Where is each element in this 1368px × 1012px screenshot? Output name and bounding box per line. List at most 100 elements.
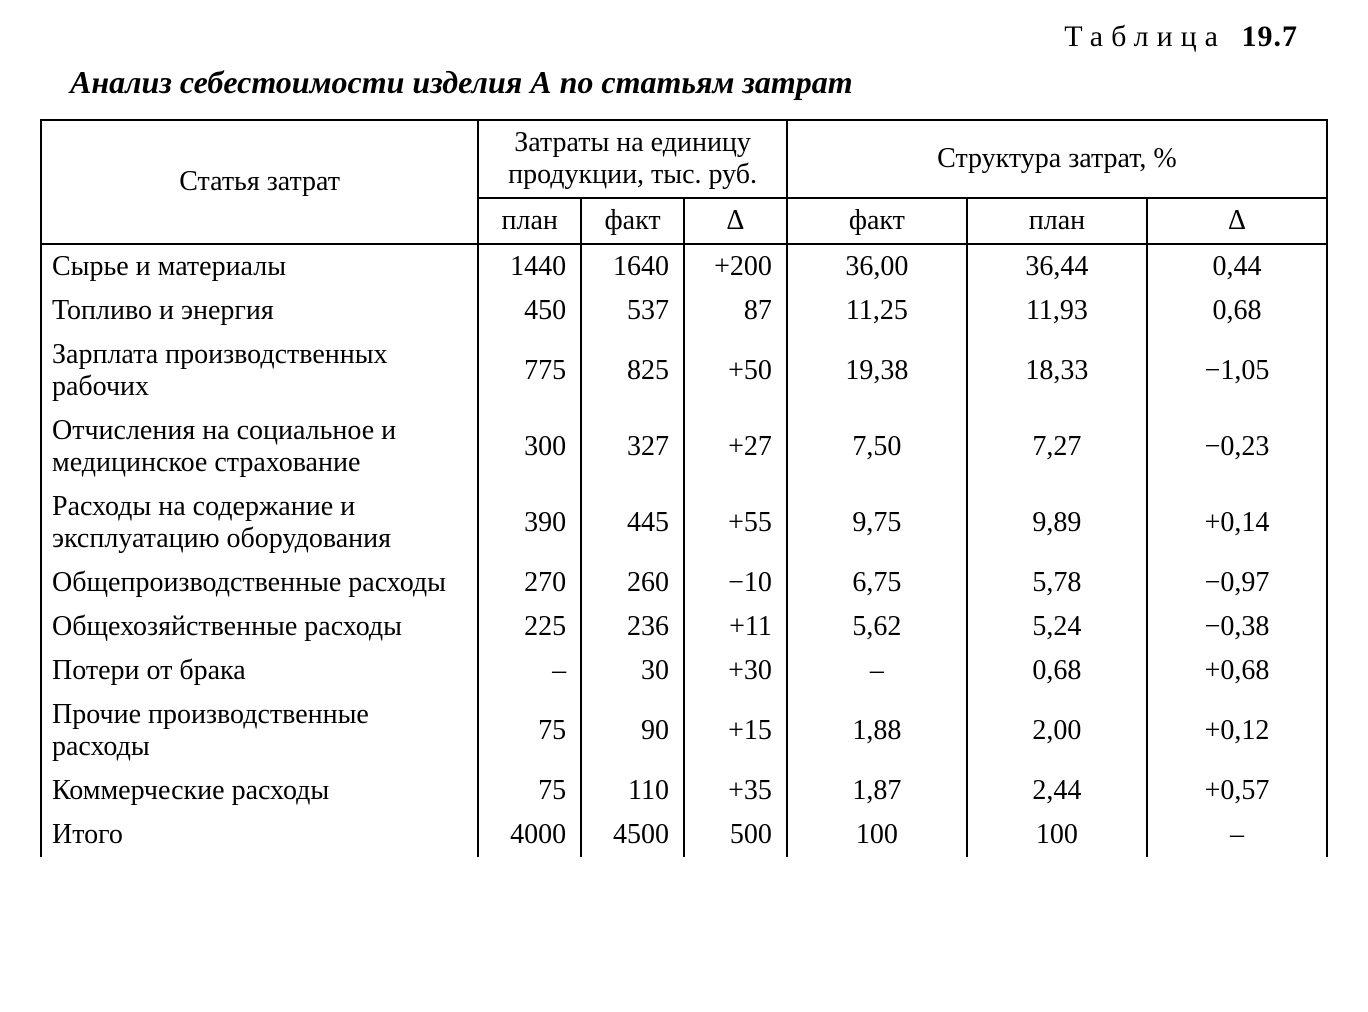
data-cell: 5,24 [967,605,1147,649]
data-cell: 236 [581,605,684,649]
footer-cell: 4000 [478,813,581,857]
table-row: Прочие производственные расходы7590+151,… [41,693,1327,769]
data-cell: 75 [478,769,581,813]
data-cell: 75 [478,693,581,769]
data-cell: 7,27 [967,409,1147,485]
data-cell: 225 [478,605,581,649]
row-label: Топливо и энергия [41,289,478,333]
data-cell: 2,00 [967,693,1147,769]
data-cell: +55 [684,485,787,561]
footer-cell: 100 [967,813,1147,857]
table-row: Отчисления на социальное и медицинское с… [41,409,1327,485]
header-group-structure: Структура затрат, % [787,120,1327,198]
row-label: Расходы на содержание и эксплуатацию обо… [41,485,478,561]
data-cell: 11,93 [967,289,1147,333]
data-cell: 18,33 [967,333,1147,409]
data-cell: 2,44 [967,769,1147,813]
header-fact-2: факт [787,198,967,244]
table-row: Расходы на содержание и эксплуатацию обо… [41,485,1327,561]
data-cell: 11,25 [787,289,967,333]
data-cell: 1640 [581,244,684,289]
table-row: Потери от брака–30+30–0,68+0,68 [41,649,1327,693]
data-cell: +0,12 [1147,693,1327,769]
data-cell: −0,23 [1147,409,1327,485]
data-cell: +0,14 [1147,485,1327,561]
data-cell: 6,75 [787,561,967,605]
table-footer-row: Итого 4000 4500 500 100 100 – [41,813,1327,857]
footer-label: Итого [41,813,478,857]
table-number-prefix: Таблица [1064,20,1226,53]
data-cell: 537 [581,289,684,333]
table-row: Общехозяйственные расходы225236+115,625,… [41,605,1327,649]
data-cell: 9,89 [967,485,1147,561]
table-number-value: 19.7 [1242,20,1299,53]
data-cell: 19,38 [787,333,967,409]
table-row: Топливо и энергия4505378711,2511,930,68 [41,289,1327,333]
data-cell: −0,38 [1147,605,1327,649]
data-cell: 1440 [478,244,581,289]
data-cell: −0,97 [1147,561,1327,605]
header-plan-2: план [967,198,1147,244]
table-row: Сырье и материалы14401640+20036,0036,440… [41,244,1327,289]
data-cell: +11 [684,605,787,649]
data-cell: 36,00 [787,244,967,289]
data-cell: 300 [478,409,581,485]
data-cell: 327 [581,409,684,485]
data-cell: 0,68 [1147,289,1327,333]
data-cell: +0,68 [1147,649,1327,693]
row-label: Сырье и материалы [41,244,478,289]
row-label: Прочие производственные расходы [41,693,478,769]
data-cell: 30 [581,649,684,693]
data-cell: 450 [478,289,581,333]
row-label: Коммерческие расходы [41,769,478,813]
data-cell: – [478,649,581,693]
header-delta-2: Δ [1147,198,1327,244]
data-cell: 1,88 [787,693,967,769]
data-cell: 9,75 [787,485,967,561]
data-cell: +27 [684,409,787,485]
data-cell: 87 [684,289,787,333]
footer-cell: – [1147,813,1327,857]
data-cell: 390 [478,485,581,561]
data-cell: +50 [684,333,787,409]
footer-cell: 100 [787,813,967,857]
data-cell: 5,62 [787,605,967,649]
table-row: Зарплата производственных рабочих775825+… [41,333,1327,409]
row-label: Общехозяйственные расходы [41,605,478,649]
table-row: Коммерческие расходы75110+351,872,44+0,5… [41,769,1327,813]
table-number: Таблица 19.7 [40,20,1328,54]
data-cell: 260 [581,561,684,605]
data-cell: 445 [581,485,684,561]
data-cell: 7,50 [787,409,967,485]
header-delta-1: Δ [684,198,787,244]
row-label: Общепроизводственные расходы [41,561,478,605]
row-label: Отчисления на социальное и медицинское с… [41,409,478,485]
header-group-unit-cost: Затраты на единицу продукции, тыс. руб. [478,120,787,198]
data-cell: +30 [684,649,787,693]
data-cell: 90 [581,693,684,769]
table-row: Общепроизводственные расходы270260−106,7… [41,561,1327,605]
footer-cell: 500 [684,813,787,857]
data-cell: 1,87 [787,769,967,813]
data-cell: 825 [581,333,684,409]
row-label: Потери от брака [41,649,478,693]
data-cell: +15 [684,693,787,769]
cost-analysis-table: Статья затрат Затраты на единицу продукц… [40,119,1328,857]
header-cost-item: Статья затрат [41,120,478,244]
data-cell: 775 [478,333,581,409]
data-cell: 36,44 [967,244,1147,289]
row-label: Зарплата производственных рабочих [41,333,478,409]
data-cell: −10 [684,561,787,605]
data-cell: −1,05 [1147,333,1327,409]
table-title: Анализ себестоимости изделия А по статья… [70,64,1328,101]
data-cell: – [787,649,967,693]
data-cell: 110 [581,769,684,813]
header-fact-1: факт [581,198,684,244]
data-cell: +0,57 [1147,769,1327,813]
data-cell: 0,44 [1147,244,1327,289]
footer-cell: 4500 [581,813,684,857]
header-plan-1: план [478,198,581,244]
data-cell: 270 [478,561,581,605]
data-cell: 5,78 [967,561,1147,605]
data-cell: +200 [684,244,787,289]
